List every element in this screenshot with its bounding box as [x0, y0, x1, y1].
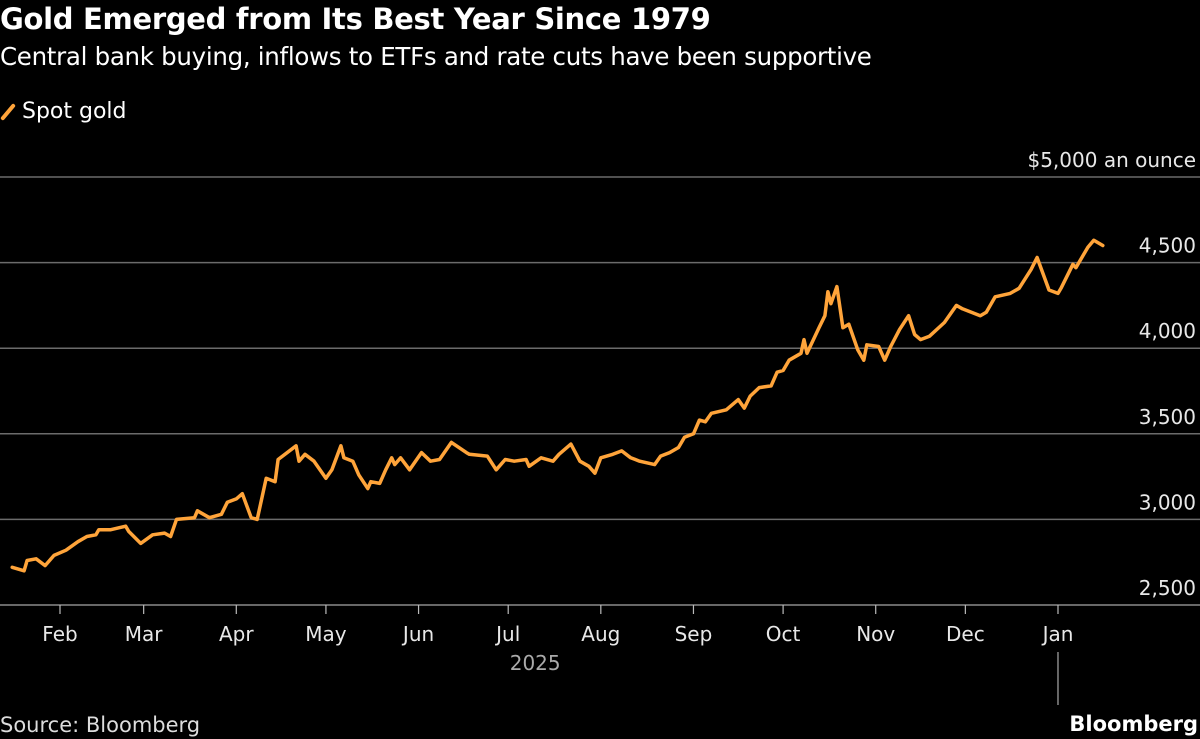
- x-tick-label: Jan: [1041, 622, 1074, 646]
- x-tick-label: Feb: [42, 622, 77, 646]
- x-tick-label: Mar: [125, 622, 164, 646]
- y-tick-label: 4,500: [1139, 234, 1196, 258]
- x-year-label: 2025: [510, 651, 561, 675]
- x-tick-label: Oct: [766, 622, 801, 646]
- x-tick-label: May: [305, 622, 347, 646]
- chart-subtitle: Central bank buying, inflows to ETFs and…: [0, 42, 872, 71]
- bloomberg-logo: Bloomberg: [1069, 712, 1198, 736]
- x-tick-label: Jun: [401, 622, 434, 646]
- series-line-spot-gold: [10, 238, 1105, 573]
- legend-label-spot-gold: Spot gold: [22, 99, 127, 124]
- y-tick-label: 3,000: [1139, 490, 1196, 514]
- legend: Spot gold: [0, 99, 127, 124]
- y-tick-label: 2,500: [1139, 576, 1196, 600]
- x-tick-label: Aug: [581, 622, 620, 646]
- x-tick-label: Jul: [494, 622, 520, 646]
- y-tick-label: 4,000: [1139, 319, 1196, 343]
- x-tick-label: Apr: [219, 622, 254, 646]
- y-tick-label: 3,500: [1139, 405, 1196, 429]
- x-tick-label: Sep: [675, 622, 713, 646]
- chart-title: Gold Emerged from Its Best Year Since 19…: [0, 2, 711, 36]
- source-note: Source: Bloomberg: [0, 713, 201, 737]
- x-tick-label: Dec: [946, 622, 985, 646]
- y-tick-label: $5,000 an ounce: [1027, 148, 1196, 172]
- x-tick-label: Nov: [856, 622, 895, 646]
